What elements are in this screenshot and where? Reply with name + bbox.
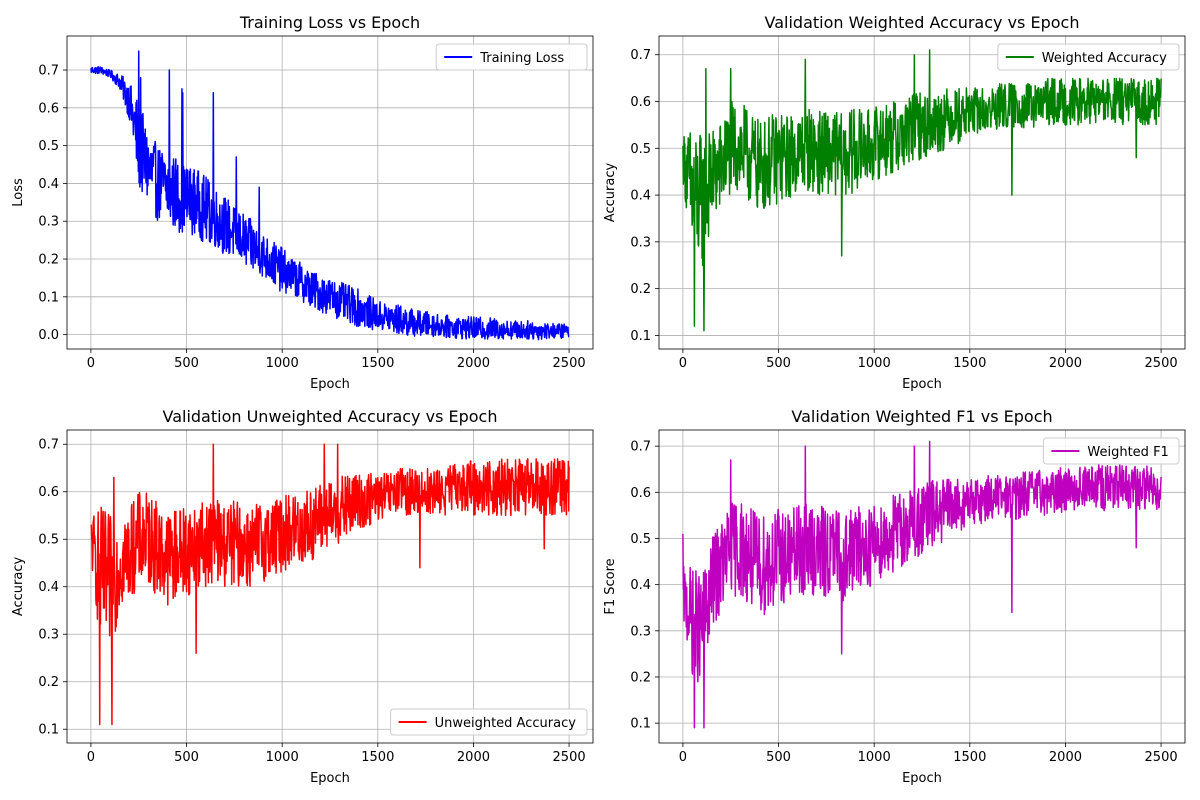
legend-label: Weighted Accuracy [1042,51,1167,66]
y-tick-label: 0.2 [630,282,651,297]
x-tick-label: 2500 [553,356,586,371]
y-tick-label: 0.1 [630,717,651,732]
x-tick-label: 1000 [266,750,299,765]
chart-title: Validation Weighted Accuracy vs Epoch [765,13,1080,32]
series-line [90,443,570,726]
x-tick-label: 1500 [953,750,986,765]
y-tick-label: 0.5 [38,139,59,154]
y-tick-label: 0.3 [38,628,59,643]
x-tick-label: 2500 [553,750,586,765]
x-axis-label: Epoch [902,377,942,392]
y-tick-label: 0.6 [630,486,651,501]
legend-box [435,43,588,71]
x-tick-label: 1500 [361,750,394,765]
legend-label: Training Loss [479,51,564,66]
x-tick-label: 2000 [457,356,490,371]
y-axis-label: F1 Score [603,558,618,614]
x-tick-label: 0 [679,356,687,371]
legend-label: Unweighted Accuracy [435,716,577,731]
series-line [682,49,1162,332]
y-tick-label: 0.3 [630,624,651,639]
y-axis-label: Accuracy [603,163,618,223]
x-tick-label: 1500 [361,356,394,371]
x-axis-label: Epoch [310,771,350,786]
chart-title: Validation Weighted F1 vs Epoch [791,407,1052,426]
x-tick-label: 2000 [1049,356,1082,371]
y-tick-label: 0.7 [630,440,651,455]
y-tick-label: 0.1 [38,290,59,305]
x-axis-label: Epoch [902,771,942,786]
x-tick-label: 2000 [457,750,490,765]
x-tick-label: 2500 [1145,750,1178,765]
x-tick-label: 2500 [1145,356,1178,371]
x-tick-label: 2000 [1049,750,1082,765]
legend: Weighted F1 [1042,437,1180,465]
x-tick-label: 500 [174,750,199,765]
y-tick-label: 0.7 [38,438,59,453]
legend-box [1042,437,1180,465]
legend: Training Loss [435,43,588,71]
x-tick-label: 0 [679,750,687,765]
x-axis-label: Epoch [310,377,350,392]
chart-panel-3: 0 500 1000 1500 2000 2500 0.1 0.2 0.3 0.4 0.5 0.6 0.… [11,407,594,786]
x-tick-label: 0 [87,750,95,765]
chart-panel-1: 0 500 1000 1500 2000 2500 0.0 0.1 0.2 0.3 0.4 0.5 0.… [11,13,594,392]
x-tick-label: 0 [87,356,95,371]
y-tick-label: 0.4 [630,578,651,593]
y-tick-label: 0.6 [38,485,59,500]
chart-panel-4: 0 500 1000 1500 2000 2500 0.1 0.2 0.3 0.4 0.5 0.6 0.… [603,407,1186,786]
y-tick-label: 0.1 [630,329,651,344]
y-tick-label: 0.5 [38,533,59,548]
y-tick-label: 0.4 [38,580,59,595]
x-tick-label: 1000 [266,356,299,371]
y-axis-label: Loss [11,178,26,207]
legend-box [390,708,588,736]
y-tick-label: 0.5 [630,532,651,547]
y-tick-label: 0.7 [38,64,59,79]
y-tick-label: 0.3 [38,215,59,230]
chart-title: Training Loss vs Epoch [239,13,420,32]
y-axis-label: Accuracy [11,557,26,617]
legend-label: Weighted F1 [1087,445,1168,460]
y-tick-label: 0.1 [38,723,59,738]
series-line [90,50,570,341]
series-line [682,440,1162,729]
x-tick-label: 500 [174,356,199,371]
y-tick-label: 0.3 [630,235,651,250]
x-tick-label: 1000 [858,750,891,765]
legend-box [997,43,1180,71]
axes-frame [658,429,1186,744]
y-tick-label: 0.2 [38,253,59,268]
x-tick-label: 1500 [953,356,986,371]
legend: Weighted Accuracy [997,43,1180,71]
y-tick-label: 0.7 [630,48,651,63]
chart-title: Validation Unweighted Accuracy vs Epoch [163,407,498,426]
x-tick-label: 500 [766,750,791,765]
y-tick-label: 0.4 [38,177,59,192]
axes-frame [66,35,594,350]
x-tick-label: 500 [766,356,791,371]
chart-panel-2: 0 500 1000 1500 2000 2500 0.1 0.2 0.3 0.4 0.5 0.6 0.… [603,13,1186,392]
y-tick-label: 0.6 [38,101,59,116]
y-tick-label: 0.5 [630,142,651,157]
y-tick-label: 0.0 [38,328,59,343]
x-tick-label: 1000 [858,356,891,371]
y-tick-label: 0.2 [38,675,59,690]
axes-frame [658,35,1186,350]
y-tick-label: 0.6 [630,95,651,110]
legend: Unweighted Accuracy [390,708,588,736]
y-tick-label: 0.2 [630,670,651,685]
y-tick-label: 0.4 [630,189,651,204]
